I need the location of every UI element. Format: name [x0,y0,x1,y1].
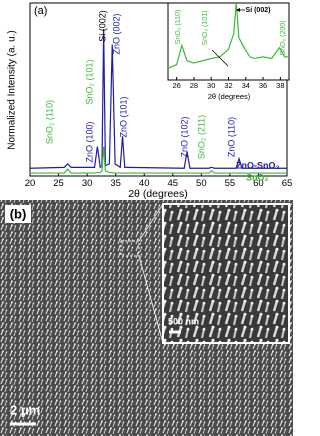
peak-label: ZnO (101) [118,96,128,137]
x-tick-label: 34 [242,81,250,90]
legend-label: SnO₂ [246,172,269,182]
xrd-panel: 20 25 30 35 40 45 50 55 60 65 2θ (degrees) Normaliz… [7,2,293,200]
series-line [29,28,287,169]
y-axis-title: Normalized Intensity (a. u.) [7,30,18,150]
arrow [211,49,229,67]
zoom-line [138,203,164,242]
series-line [30,146,287,174]
arrow-head [236,8,240,12]
x-tick-label: 65 [282,178,293,189]
scale-label: 2 μm [10,402,40,417]
peak-label: ZnO (102) [179,116,189,157]
peak-label: Si (002) [97,10,107,42]
scale-label: 500 nm [168,316,199,326]
x-tick-label: 25 [53,178,64,189]
x-tick-label: 40 [139,178,150,189]
x-tick-label: 30 [207,81,215,90]
panel-label-box [5,205,31,223]
peak-label: SnO₂ (101) [202,10,209,45]
x-tick-label: 36 [259,81,267,90]
panel-label: (b) [10,206,27,221]
series-line [167,2,289,69]
plot-frame [167,2,290,81]
peak-label: SnO₂ (211) [196,115,206,159]
zoom-region [120,240,140,257]
peak-label: SnO₂ (110) [175,10,182,45]
peak-label: SnO₂ (200) [280,20,287,55]
legend-label: ZnO-SnO₂ [236,160,280,170]
x-axis-title: 2θ (degrees) [128,188,188,200]
x-tick-label: 50 [196,178,207,189]
panel-label: (a) [34,5,47,17]
x-tick-label: 26 [172,81,180,90]
zoom-line [138,255,164,344]
peak-label: ZnO (100) [84,121,94,162]
peak-label: ZnO (110) [226,117,236,157]
x-tick-label: 55 [225,178,236,189]
sem-inset [162,203,290,344]
peak-label: ZnO (002) [111,13,121,54]
x-tick-label: 32 [224,81,232,90]
peak-label: SnO₂ (101) [84,59,94,104]
x-tick-label: 60 [253,178,264,189]
peak-label: SnO₂ (110) [44,100,54,144]
x-tick-label: 45 [167,178,178,189]
x-tick-label: 35 [110,178,121,189]
figure: (b) 500 nm 2 μm 20 25 30 35 40 45 50 55 60 65 2θ (… [0,2,293,436]
sem-panel: (b) 500 nm 2 μm [0,200,293,436]
x-tick-label: 38 [276,81,284,90]
x-tick-label: 28 [190,81,198,90]
x-tick-label: 30 [82,178,93,189]
x-axis-title: 2θ (degrees) [208,92,251,101]
peak-label: Si (002) [246,7,271,14]
x-tick-label: 20 [25,178,36,189]
